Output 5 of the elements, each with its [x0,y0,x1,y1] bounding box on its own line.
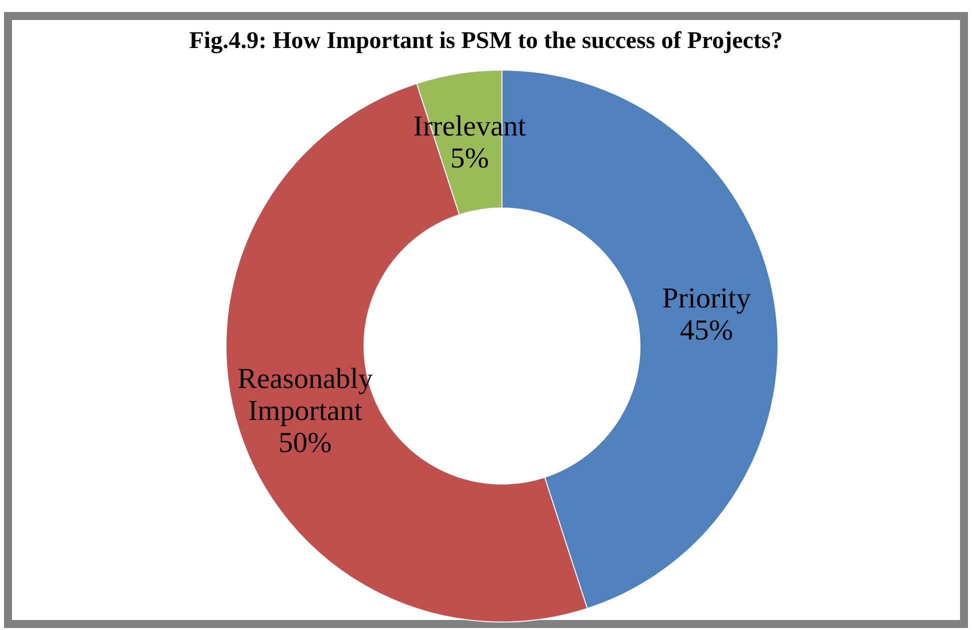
data-label: 50% [278,426,332,459]
slice-label: Priority [662,282,752,315]
data-label: 45% [680,314,734,347]
data-label: 5% [450,142,489,175]
chart-title: Fig.4.9: How Important is PSM to the success of Projects? [189,28,783,54]
